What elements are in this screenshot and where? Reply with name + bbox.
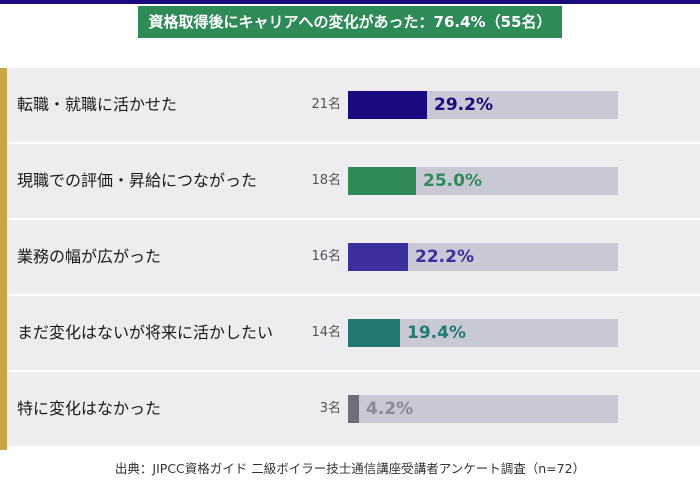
count-label: 14名 bbox=[311, 325, 341, 340]
top-accent-line bbox=[0, 0, 700, 4]
chart-row: 転職・就職に活かせた 21名 29.2% bbox=[7, 68, 700, 142]
count-label: 3名 bbox=[319, 401, 341, 416]
chart-title-banner: 資格取得後にキャリアへの変化があった：76.4%（55名） bbox=[138, 6, 562, 38]
chart-row: まだ変化はないが将来に活かしたい 14名 19.4% bbox=[7, 296, 700, 370]
value-label: 4.2% bbox=[366, 399, 414, 419]
count-label: 21名 bbox=[311, 97, 341, 112]
category-label: まだ変化はないが将来に活かしたい bbox=[17, 323, 274, 342]
bar-track: 19.4% bbox=[348, 319, 618, 347]
value-label: 29.2% bbox=[434, 95, 493, 115]
bar-fill bbox=[348, 395, 359, 423]
bar-track: 4.2% bbox=[348, 395, 618, 423]
value-label: 25.0% bbox=[423, 171, 482, 191]
bar-track: 25.0% bbox=[348, 167, 618, 195]
source-note: 出典：JIPCC資格ガイド 二級ボイラー技士通信講座受講者アンケート調査（n=7… bbox=[114, 461, 586, 476]
chart-row: 業務の幅が広がった 16名 22.2% bbox=[7, 220, 700, 294]
bar-track: 29.2% bbox=[348, 91, 618, 119]
category-label: 特に変化はなかった bbox=[17, 399, 162, 418]
bar-track: 22.2% bbox=[348, 243, 618, 271]
category-label: 現職での評価・昇給につながった bbox=[17, 171, 258, 190]
bar-fill bbox=[348, 319, 400, 347]
count-label: 18名 bbox=[311, 173, 341, 188]
bar-fill bbox=[348, 243, 408, 271]
left-accent-bar bbox=[0, 68, 7, 450]
category-label: 転職・就職に活かせた bbox=[17, 95, 178, 114]
category-label: 業務の幅が広がった bbox=[17, 247, 162, 266]
chart-row: 現職での評価・昇給につながった 18名 25.0% bbox=[7, 144, 700, 218]
bar-fill bbox=[348, 91, 427, 119]
chart-row: 特に変化はなかった 3名 4.2% bbox=[7, 372, 700, 446]
count-label: 16名 bbox=[311, 249, 341, 264]
value-label: 19.4% bbox=[407, 323, 466, 343]
bar-fill bbox=[348, 167, 416, 195]
value-label: 22.2% bbox=[415, 247, 474, 267]
